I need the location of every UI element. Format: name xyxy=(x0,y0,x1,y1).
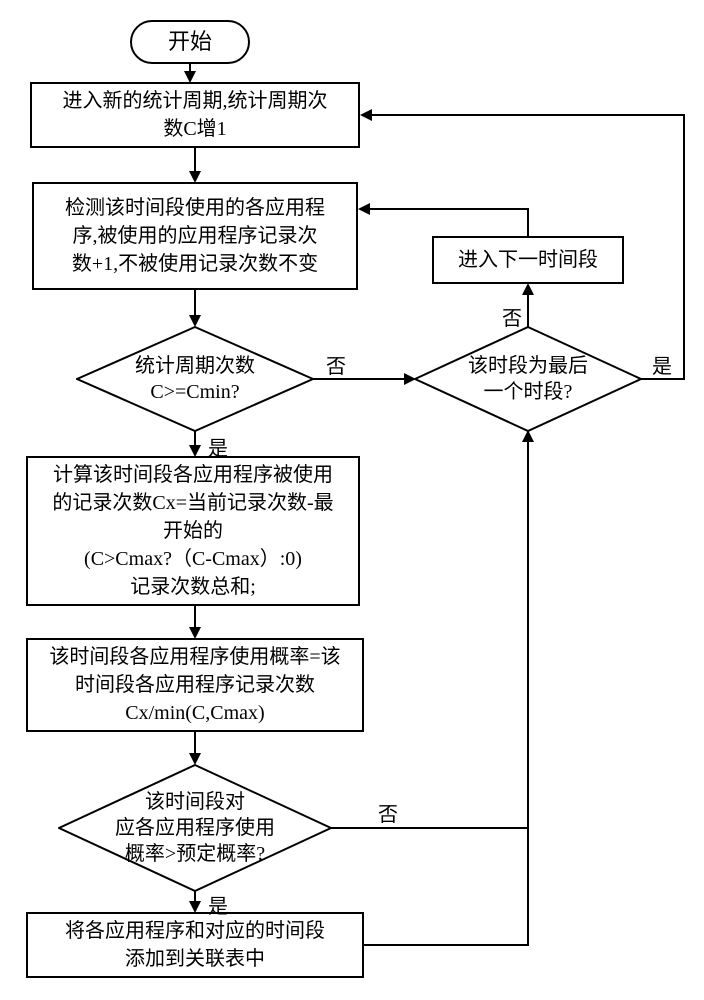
step6-text: 进入下一时间段 xyxy=(458,246,598,274)
decision1-text: 统计周期次数 C>=Cmin? xyxy=(135,353,255,405)
decision3-text: 该时段为最后 一个时段? xyxy=(468,353,588,405)
d1-no-label: 否 xyxy=(326,350,346,379)
edge-d3-left2 xyxy=(370,114,685,116)
step2-text: 检测该时间段使用的各应用程 序,被使用的应用程序记录次 数+1,不被使用记录次数… xyxy=(65,194,325,278)
arrowhead-icon xyxy=(189,445,201,457)
edge-step6-left xyxy=(368,208,529,210)
start-text: 开始 xyxy=(168,27,212,58)
arrowhead-icon xyxy=(189,171,201,183)
edge-step6-up xyxy=(527,208,529,236)
step1-text: 进入新的统计周期,统计周期次 数C增1 xyxy=(63,87,328,143)
edge-step2-d1 xyxy=(194,290,196,318)
step2-node: 检测该时间段使用的各应用程 序,被使用的应用程序记录次 数+1,不被使用记录次数… xyxy=(32,182,358,290)
step3-text: 计算该时间段各应用程序被使用 的记录次数Cx=当前记录次数-最 开始的 (C>C… xyxy=(52,461,333,601)
arrowhead-icon xyxy=(189,901,201,913)
step6-node: 进入下一时间段 xyxy=(432,236,624,284)
arrowhead-icon xyxy=(184,71,196,83)
arrowhead-icon xyxy=(189,315,201,327)
edge-step5-up xyxy=(527,829,529,946)
arrowhead-icon xyxy=(358,203,370,215)
decision3-node: 该时段为最后 一个时段? xyxy=(414,326,642,432)
d3-no-label: 否 xyxy=(502,302,522,331)
step5-node: 将各应用程序和对应的时间段 添加到关联表中 xyxy=(26,912,364,978)
step5-text: 将各应用程序和对应的时间段 添加到关联表中 xyxy=(65,917,325,973)
edge-d2-right xyxy=(331,827,529,829)
edge-d3-step6 xyxy=(527,292,529,328)
decision1-node: 统计周期次数 C>=Cmin? xyxy=(76,326,314,432)
arrowhead-icon xyxy=(522,283,534,295)
step4-text: 该时间段各应用程序使用概率=该 时间段各应用程序记录次数 Cx/min(C,Cm… xyxy=(49,643,340,727)
edge-d2-up xyxy=(527,440,529,829)
start-node: 开始 xyxy=(130,20,250,64)
edge-d3-right xyxy=(641,378,685,380)
arrowhead-icon xyxy=(404,373,416,385)
edge-d3-up2 xyxy=(683,114,685,380)
edge-d1-d3 xyxy=(313,378,407,380)
arrowhead-icon xyxy=(522,430,534,442)
edge-step5-right xyxy=(364,944,529,946)
d3-yes-label: 是 xyxy=(652,350,672,379)
arrowhead-icon xyxy=(189,627,201,639)
d1-yes-label: 是 xyxy=(208,432,228,461)
step3-node: 计算该时间段各应用程序被使用 的记录次数Cx=当前记录次数-最 开始的 (C>C… xyxy=(26,456,360,606)
step1-node: 进入新的统计周期,统计周期次 数C增1 xyxy=(30,82,360,148)
decision2-node: 该时间段对 应各应用程序使用 概率>预定概率? xyxy=(58,764,332,892)
arrowhead-icon xyxy=(189,753,201,765)
arrowhead-icon xyxy=(360,109,372,121)
d2-no-label: 否 xyxy=(378,798,398,827)
d2-yes-label: 是 xyxy=(208,890,228,919)
decision2-text: 该时间段对 应各应用程序使用 概率>预定概率? xyxy=(115,789,275,867)
step4-node: 该时间段各应用程序使用概率=该 时间段各应用程序记录次数 Cx/min(C,Cm… xyxy=(26,638,364,732)
